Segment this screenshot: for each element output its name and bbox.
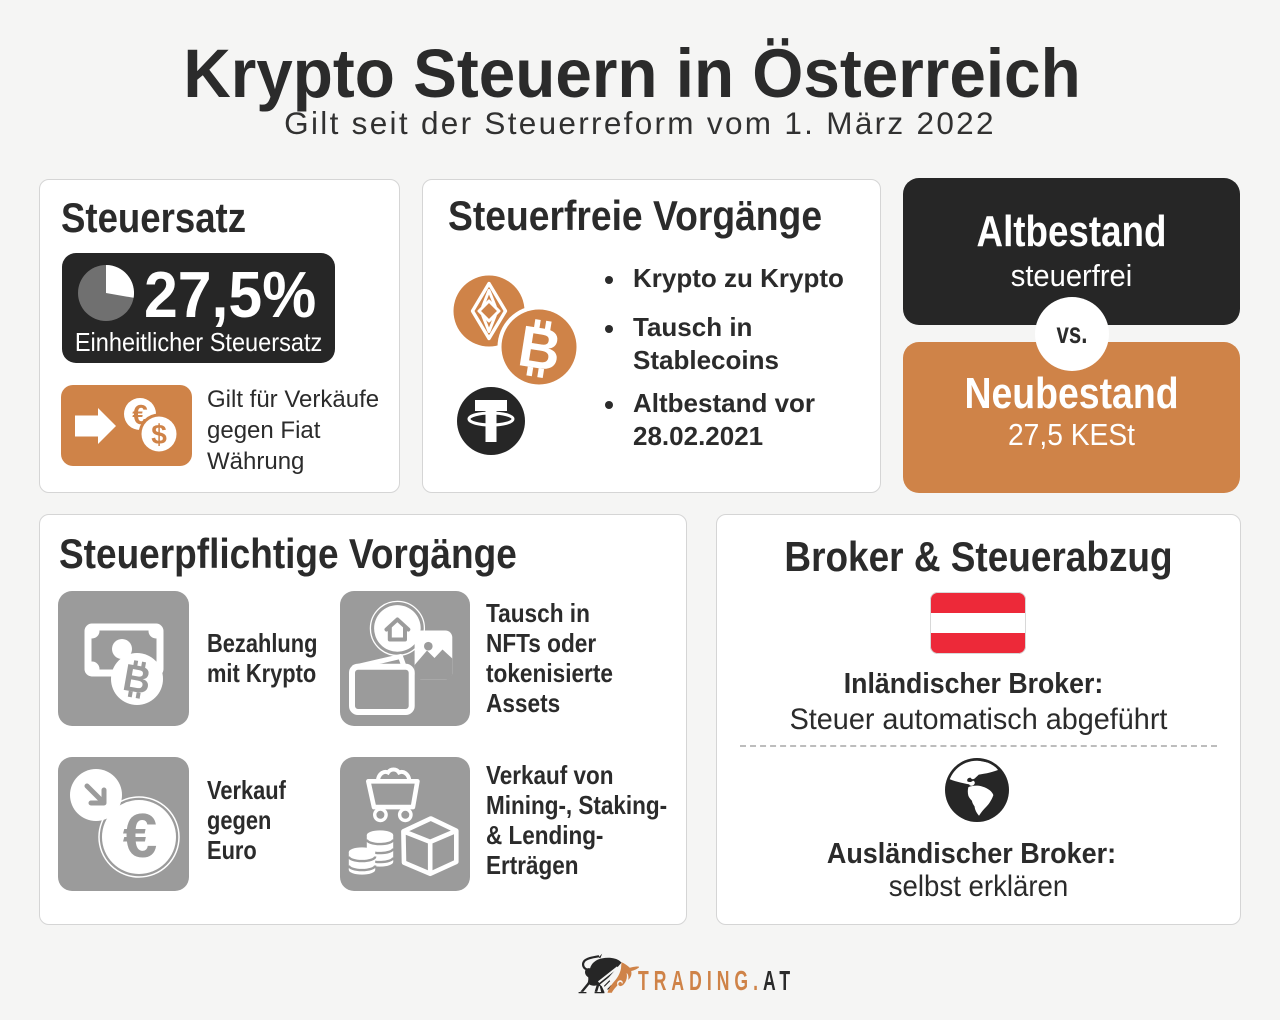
- svg-text:€: €: [123, 802, 157, 871]
- svg-text:$: $: [151, 419, 167, 450]
